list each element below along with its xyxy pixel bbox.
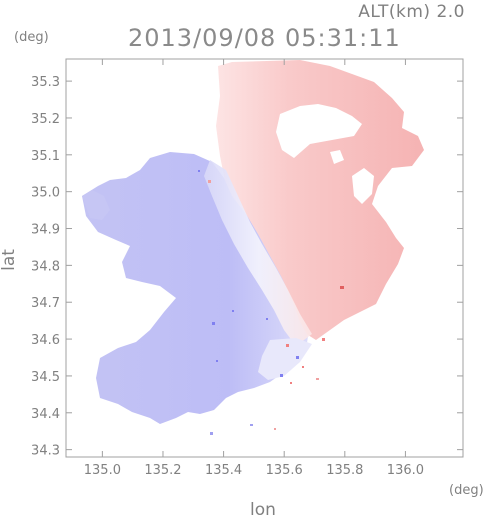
y-tick-label: 35.2 xyxy=(31,112,60,127)
negative-velocity-lobe xyxy=(82,190,110,220)
y-tick-label: 35.3 xyxy=(31,75,60,90)
y-tick-label: 34.4 xyxy=(31,407,60,422)
x-tick-label: 135.8 xyxy=(326,463,363,478)
southern-coast-strip xyxy=(258,338,312,380)
y-tick-label: 34.6 xyxy=(31,333,60,348)
plot-frame xyxy=(65,58,464,458)
x-axis-name: lon xyxy=(250,500,276,520)
y-tick-label: 35.1 xyxy=(31,149,60,164)
x-tick-label: 135.2 xyxy=(144,463,181,478)
y-axis-ticks: 34.3 34.4 34.5 34.6 34.7 34.8 34.9 35.0 35.1 35.2… xyxy=(31,75,463,459)
x-tick-label: 135.4 xyxy=(205,463,242,478)
x-axis-ticks: 135.0 135.2 135.4 135.6 135.8 136.0 xyxy=(84,59,424,478)
y-tick-label: 34.7 xyxy=(31,296,60,311)
x-axis-unit: (deg) xyxy=(449,483,484,498)
y-axis-unit: (deg) xyxy=(14,30,49,45)
y-tick-label: 35.0 xyxy=(31,186,60,201)
positive-velocity-region xyxy=(216,60,424,340)
x-tick-label: 135.0 xyxy=(84,463,121,478)
y-tick-label: 34.5 xyxy=(31,370,60,385)
y-tick-label: 34.8 xyxy=(31,259,60,274)
x-tick-label: 135.6 xyxy=(266,463,303,478)
no-data-hole-east xyxy=(352,168,374,204)
y-tick-label: 34.9 xyxy=(31,223,60,238)
noise-speckles xyxy=(198,170,344,435)
y-tick-label: 34.3 xyxy=(31,444,60,459)
x-tick-label: 136.0 xyxy=(387,463,424,478)
timestamp-title: 2013/09/08 05:31:11 xyxy=(128,24,401,52)
no-data-hole-small xyxy=(330,150,344,164)
near-zero-transition xyxy=(204,160,312,346)
negative-velocity-region xyxy=(82,152,308,424)
no-data-hole-north xyxy=(276,104,362,158)
altitude-label: ALT(km) 2.0 xyxy=(358,2,465,22)
